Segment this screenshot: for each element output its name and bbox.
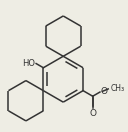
Text: O: O xyxy=(101,87,108,96)
Text: HO: HO xyxy=(22,59,35,68)
Text: CH₃: CH₃ xyxy=(110,84,124,93)
Text: O: O xyxy=(89,109,96,118)
